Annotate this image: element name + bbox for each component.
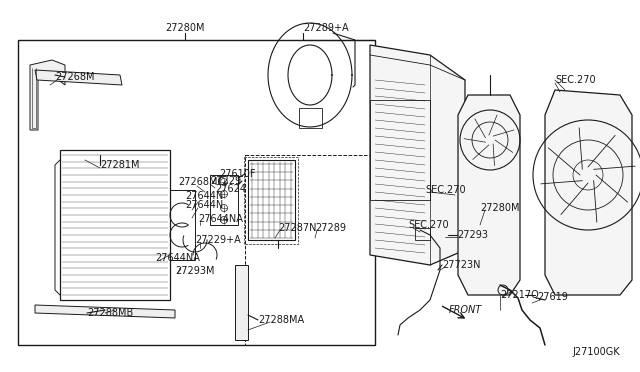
Text: 27644N: 27644N <box>185 200 223 210</box>
Bar <box>248 160 295 240</box>
Text: 27268MC: 27268MC <box>178 177 224 187</box>
Bar <box>170 190 195 260</box>
Polygon shape <box>545 90 632 295</box>
Text: 27723N: 27723N <box>442 260 481 270</box>
Text: 27289: 27289 <box>315 223 346 233</box>
Text: 27229+A: 27229+A <box>195 235 241 245</box>
Text: 27644NA: 27644NA <box>198 214 243 224</box>
Text: 27229: 27229 <box>210 176 241 186</box>
Bar <box>299 108 322 128</box>
Text: 27644NA: 27644NA <box>155 253 200 263</box>
Polygon shape <box>370 45 465 265</box>
Text: 27644N: 27644N <box>185 191 223 201</box>
Text: 27280M: 27280M <box>165 23 205 33</box>
Text: SEC.270: SEC.270 <box>555 75 596 85</box>
Bar <box>60 150 170 300</box>
Text: 27268M: 27268M <box>55 72 95 82</box>
Text: 27288MA: 27288MA <box>258 315 304 325</box>
Text: SEC.270: SEC.270 <box>408 220 449 230</box>
Text: 27619: 27619 <box>537 292 568 302</box>
Polygon shape <box>458 95 520 295</box>
Bar <box>415 228 430 240</box>
Text: 27281M: 27281M <box>100 160 140 170</box>
Bar <box>244 157 298 244</box>
Polygon shape <box>35 70 122 85</box>
Text: 27287N: 27287N <box>278 223 317 233</box>
Polygon shape <box>235 265 248 340</box>
Bar <box>210 175 238 225</box>
Bar <box>370 100 430 200</box>
Text: 27288MB: 27288MB <box>87 308 133 318</box>
Text: J27100GK: J27100GK <box>572 347 620 357</box>
Text: FRONT: FRONT <box>449 305 483 315</box>
Polygon shape <box>30 60 65 130</box>
Bar <box>245 155 375 345</box>
Text: 27289+A: 27289+A <box>303 23 349 33</box>
Text: 27624: 27624 <box>215 184 246 194</box>
Text: 27293: 27293 <box>457 230 488 240</box>
Text: 27280M: 27280M <box>480 203 520 213</box>
Text: SEC.270: SEC.270 <box>425 185 466 195</box>
Bar <box>18 40 375 345</box>
Text: 27293M: 27293M <box>175 266 214 276</box>
Polygon shape <box>35 305 175 318</box>
Text: 27217Q: 27217Q <box>500 290 539 300</box>
Text: 27610F: 27610F <box>219 169 255 179</box>
